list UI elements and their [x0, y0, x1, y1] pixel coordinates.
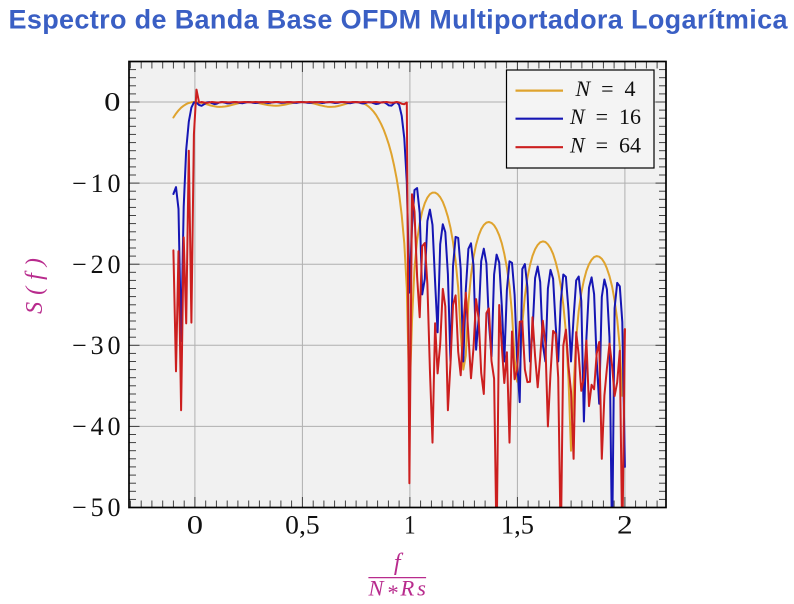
svg-text:0: 0	[187, 511, 203, 540]
svg-text:−50: −50	[72, 493, 121, 522]
svg-text:N*Rs: N * Rs	[367, 576, 426, 604]
svg-text:−20: −20	[72, 250, 121, 279]
svg-text:S(f): S(f)	[22, 251, 48, 314]
svg-text:N = 16: N = 16	[569, 104, 641, 129]
svg-text:N = 64: N = 64	[569, 133, 641, 158]
svg-text:2: 2	[617, 511, 633, 540]
svg-text:1,5: 1,5	[501, 511, 534, 540]
svg-text:−40: −40	[72, 412, 121, 441]
svg-text:0: 0	[104, 88, 120, 117]
svg-text:Espectro de Banda Base OFDM Mu: Espectro de Banda Base OFDM Multiportado…	[9, 5, 789, 35]
svg-text:1: 1	[404, 511, 416, 540]
svg-text:−10: −10	[72, 169, 121, 198]
svg-text:f: f	[394, 550, 404, 576]
svg-text:−30: −30	[72, 331, 121, 360]
svg-text:N = 4: N = 4	[574, 76, 635, 101]
svg-text:0,5: 0,5	[285, 511, 320, 540]
